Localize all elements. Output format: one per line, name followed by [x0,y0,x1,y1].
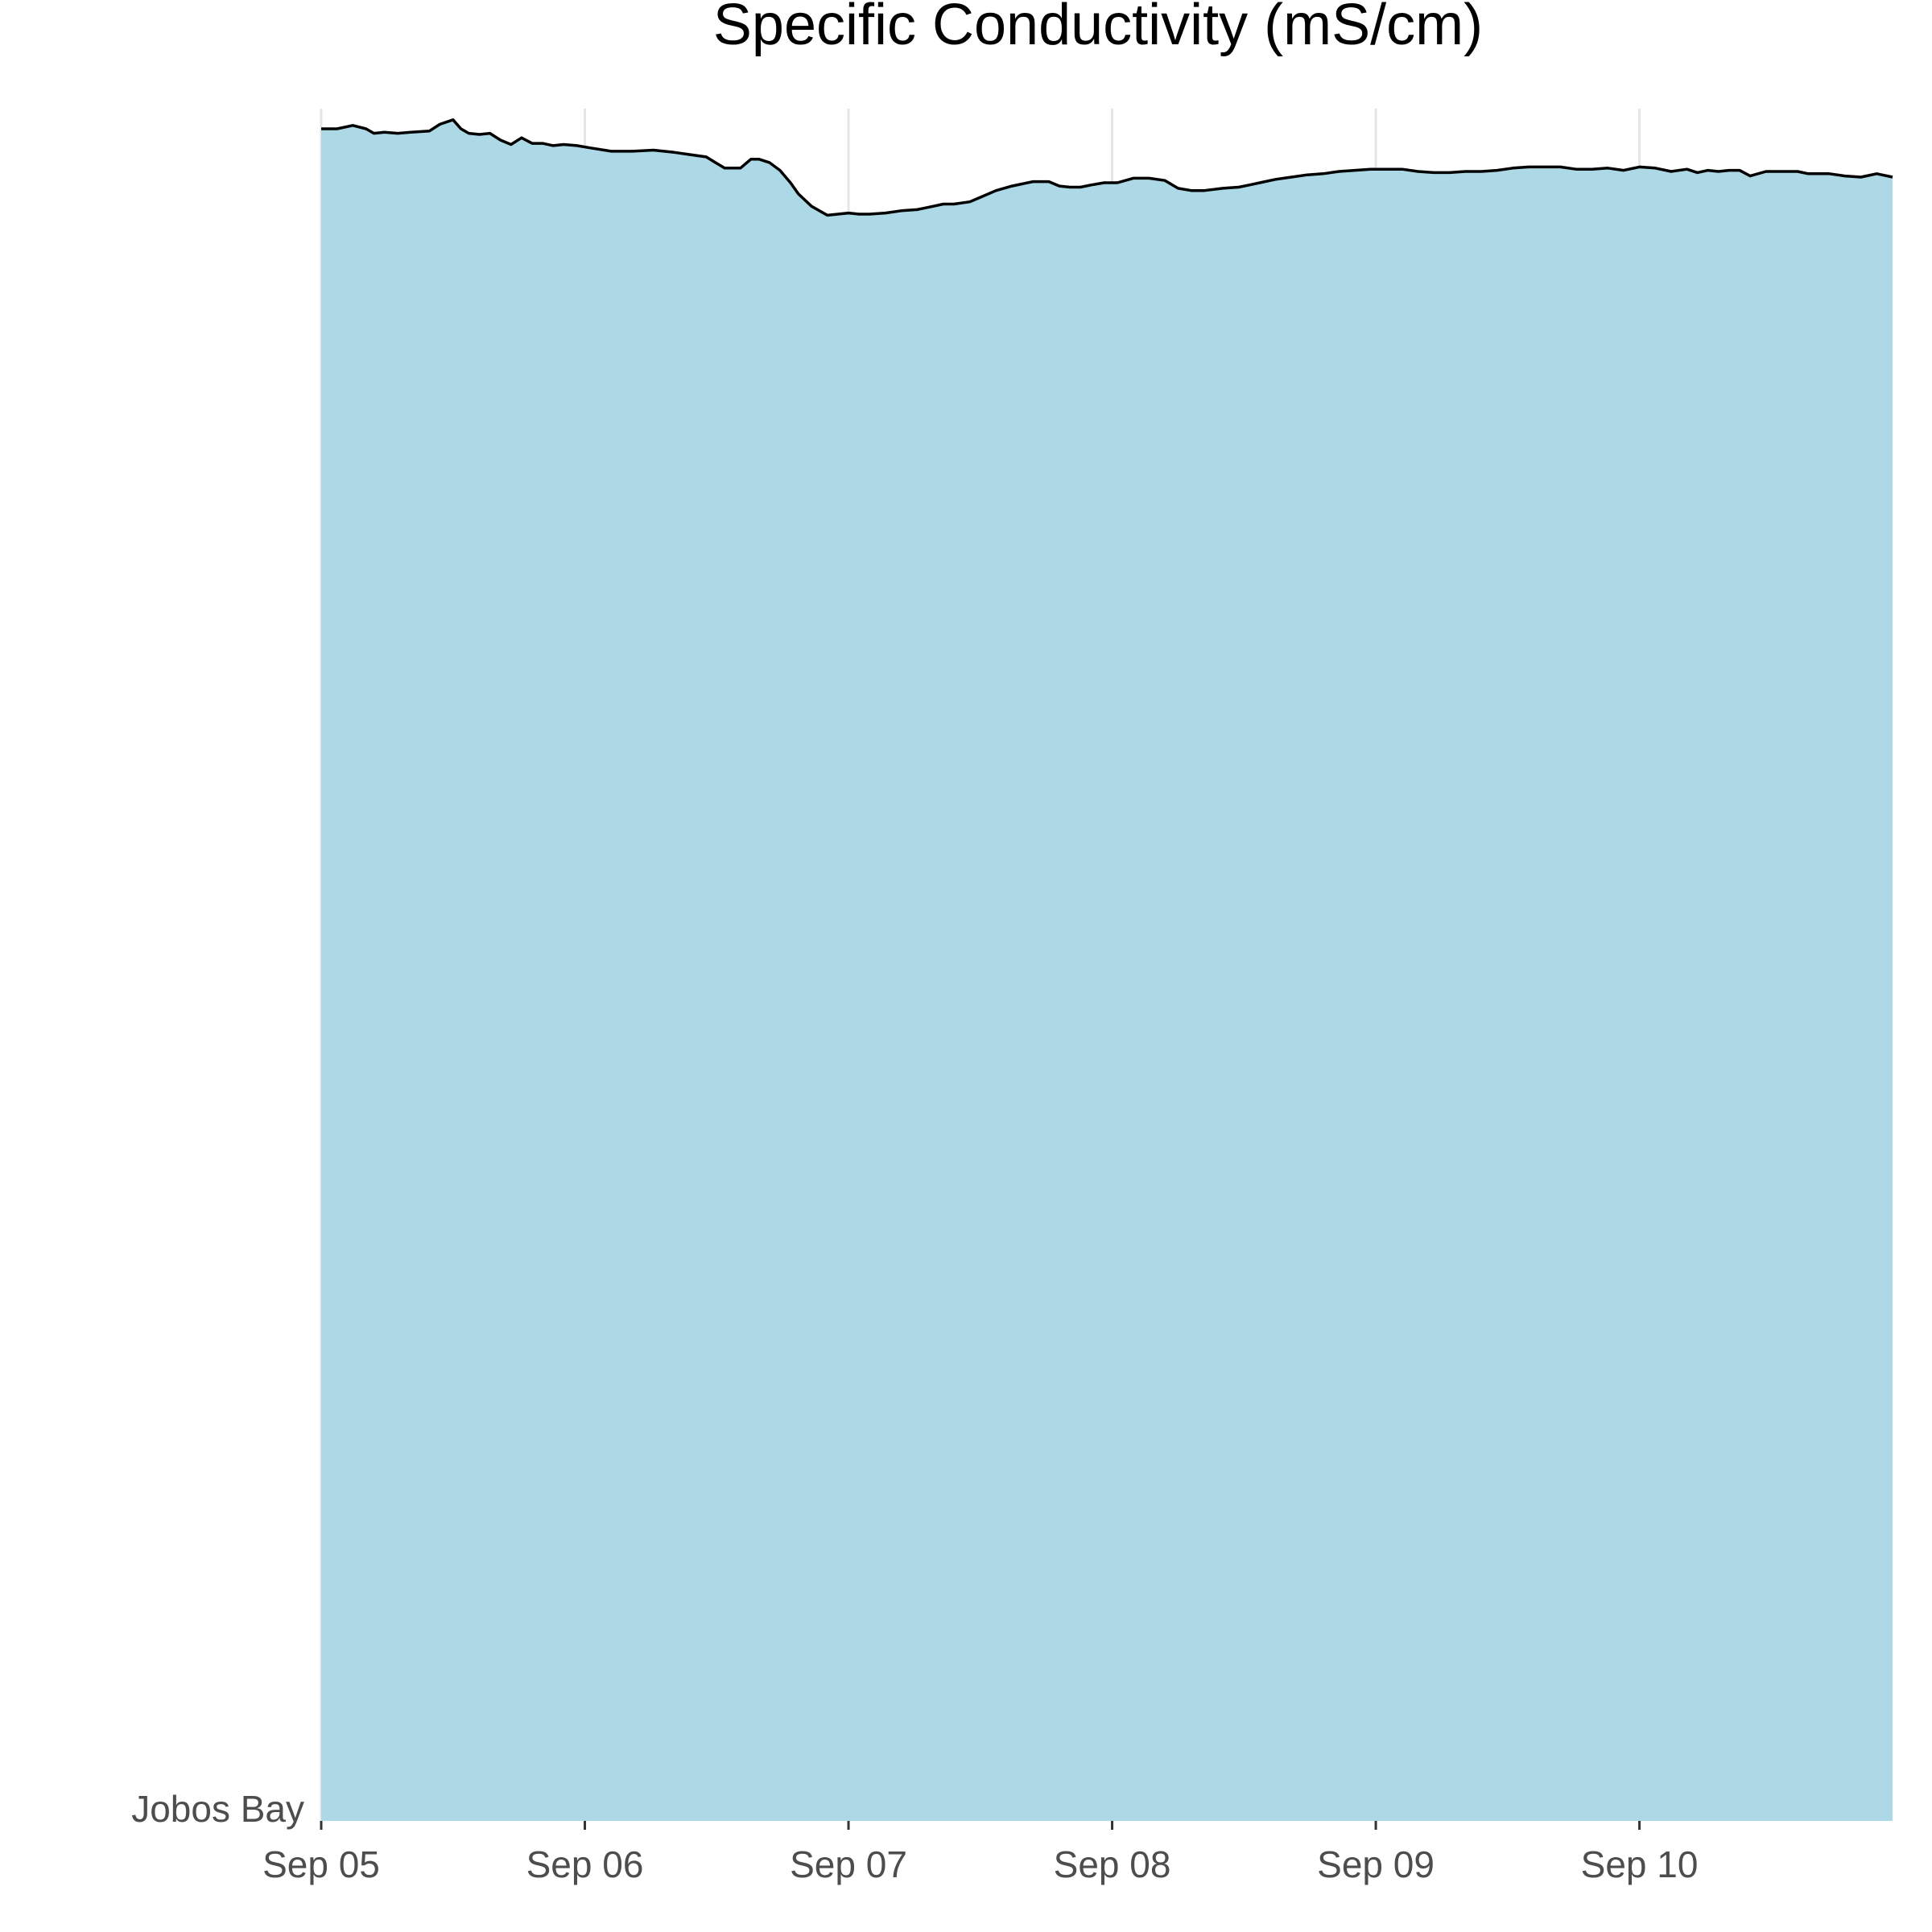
x-tick-label-5: Sep 09 [1317,1843,1435,1885]
area-fill [321,119,1893,1821]
chart-title: Specific Conductivity (mS/cm) [713,0,1483,57]
y-category-label: Jobos Bay [131,1788,304,1830]
x-tick-label-3: Sep 07 [790,1843,907,1885]
x-tick-label-2: Sep 06 [526,1843,644,1885]
x-tick-label-4: Sep 08 [1054,1843,1171,1885]
area-outline-line [321,118,1893,217]
x-axis: Sep 05 Sep 06 Sep 07 Sep 08 Sep 09 Sep 10 [262,1821,1698,1885]
x-tick-label-1: Sep 05 [262,1843,380,1885]
x-tick-label-6: Sep 10 [1581,1843,1699,1885]
